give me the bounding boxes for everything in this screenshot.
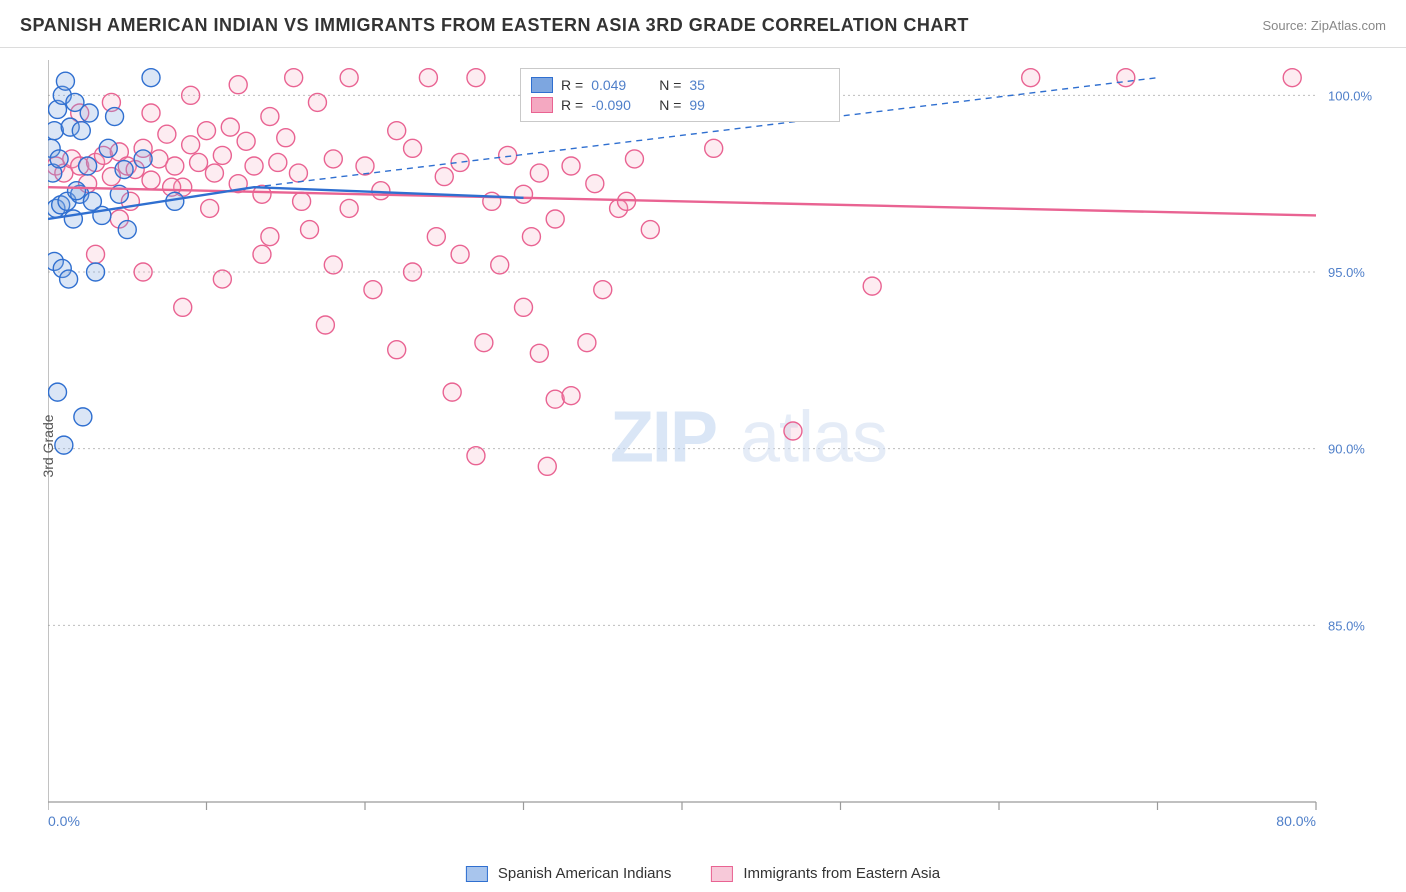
r-value-pink: -0.090	[591, 97, 645, 113]
n-value-pink: 99	[689, 97, 705, 113]
series-legend: Spanish American Indians Immigrants from…	[466, 865, 940, 882]
source-label: Source: ZipAtlas.com	[1262, 18, 1386, 33]
legend-item-blue: Spanish American Indians	[466, 865, 671, 882]
svg-text:100.0%: 100.0%	[1328, 88, 1373, 103]
swatch-pink	[711, 866, 733, 882]
svg-text:95.0%: 95.0%	[1328, 265, 1365, 280]
svg-text:80.0%: 80.0%	[1276, 813, 1316, 829]
svg-text:ZIP: ZIP	[610, 397, 716, 477]
y-axis-label: 3rd Grade	[40, 414, 56, 477]
swatch-pink	[531, 97, 553, 113]
legend-label-pink: Immigrants from Eastern Asia	[743, 865, 940, 882]
stats-legend: R = 0.049 N = 35 R = -0.090 N = 99	[520, 68, 840, 122]
legend-item-pink: Immigrants from Eastern Asia	[711, 865, 940, 882]
r-label: R =	[561, 97, 583, 113]
r-label: R =	[561, 77, 583, 93]
plot-area: 3rd Grade 85.0%90.0%95.0%100.0%0.0%80.0%…	[48, 60, 1386, 832]
svg-text:85.0%: 85.0%	[1328, 618, 1365, 633]
chart-title: SPANISH AMERICAN INDIAN VS IMMIGRANTS FR…	[20, 15, 969, 36]
chart-svg: 85.0% 90.0% 95.0% 100.0% 0.0% 80.0% ZIP atlas	[48, 60, 1386, 832]
n-label: N =	[659, 97, 681, 113]
svg-text:0.0%: 0.0%	[48, 813, 80, 829]
svg-text:90.0%: 90.0%	[1328, 442, 1365, 457]
stats-row-pink: R = -0.090 N = 99	[531, 95, 829, 115]
swatch-blue	[531, 77, 553, 93]
n-label: N =	[659, 77, 681, 93]
svg-text:atlas: atlas	[740, 397, 887, 477]
n-value-blue: 35	[689, 77, 705, 93]
r-value-blue: 0.049	[591, 77, 645, 93]
swatch-blue	[466, 866, 488, 882]
stats-row-blue: R = 0.049 N = 35	[531, 75, 829, 95]
legend-label-blue: Spanish American Indians	[498, 865, 671, 882]
